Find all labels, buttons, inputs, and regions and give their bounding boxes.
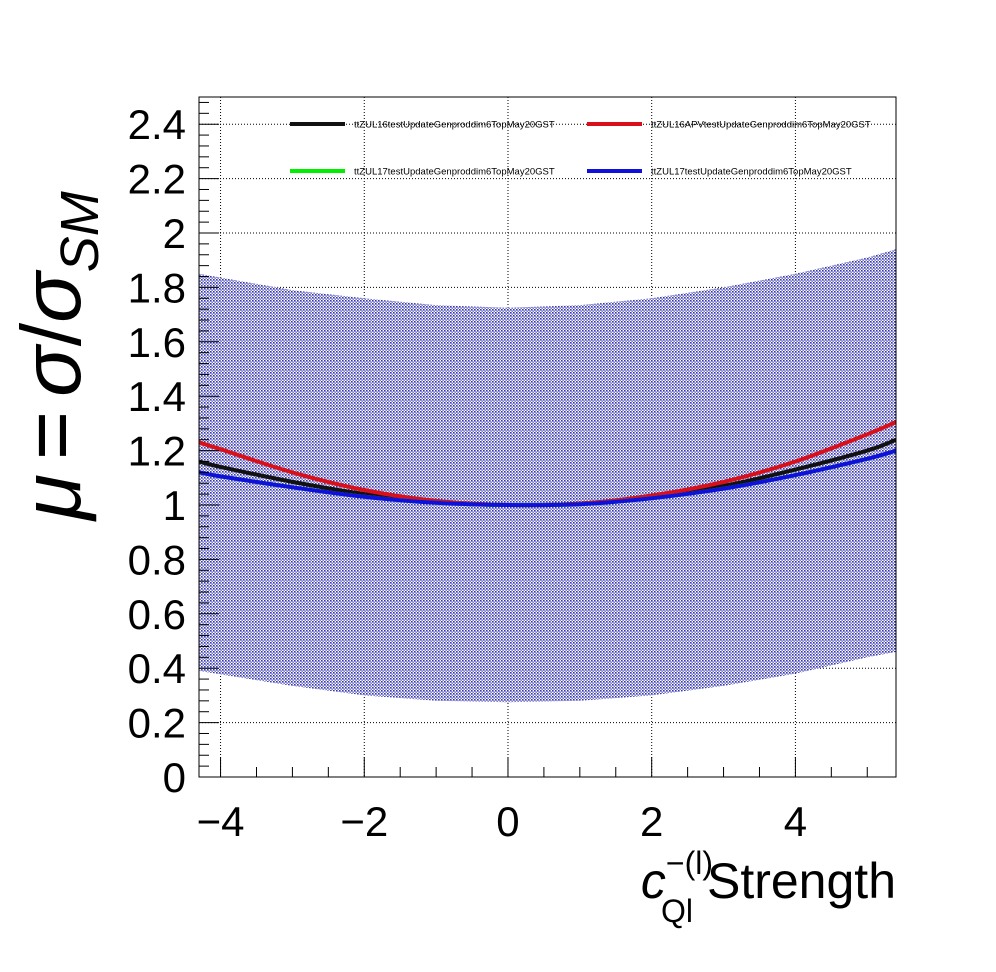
- y-tick-label: 1.2: [128, 428, 186, 475]
- legend-label-4: ttZUL17testUpdateGenproddim6TopMay20GST: [651, 167, 852, 178]
- legend-label-3: ttZUL17testUpdateGenproddim6TopMay20GST: [354, 167, 555, 178]
- x-tick-label: 0: [496, 798, 519, 845]
- y-tick-label: 1.4: [128, 373, 186, 420]
- x-tick-label: −4: [197, 798, 245, 845]
- y-tick-label: 1.8: [128, 264, 186, 311]
- legend-label-1: ttZUL16testUpdateGenproddim6TopMay20GST: [354, 120, 555, 131]
- y-tick-label: 0.8: [128, 536, 186, 583]
- x-tick-label: 4: [784, 798, 807, 845]
- legend-label-2: ttZUL16APVtestUpdateGenproddim6TopMay20G…: [651, 120, 871, 131]
- y-tick-label: 0.6: [128, 591, 186, 638]
- y-tick-label: 1: [163, 482, 186, 529]
- axis-ticks: [199, 101, 868, 778]
- x-tick-label: −2: [340, 798, 388, 845]
- series-line-4: [199, 448, 896, 508]
- band-area: [199, 249, 896, 703]
- x-axis-title: c−(l) QlStrength: [641, 845, 896, 929]
- legend: ttZUL16testUpdateGenproddim6TopMay20GST t…: [290, 120, 871, 178]
- y-tick-label: 0.4: [128, 645, 186, 692]
- y-tick-label: 0.2: [128, 700, 186, 747]
- x-tick-label: 2: [640, 798, 663, 845]
- series-lines: [199, 420, 896, 508]
- y-tick-label: 0: [163, 754, 186, 801]
- y-tick-label: 2.4: [128, 101, 186, 148]
- y-tick-label: 2: [163, 210, 186, 257]
- y-tick-label: 2.2: [128, 156, 186, 203]
- y-axis-title: μ=σ/σSM: [4, 191, 110, 522]
- tick-labels: −4 −2 0 2 4 0 0.2 0.4 0.6 0.8 1 1.2 1.4 1.6 1.8 2 2.2 2.4: [128, 101, 807, 845]
- uncertainty-band: [199, 249, 896, 703]
- plot-frame: [198, 96, 897, 778]
- y-tick-label: 1.6: [128, 319, 186, 366]
